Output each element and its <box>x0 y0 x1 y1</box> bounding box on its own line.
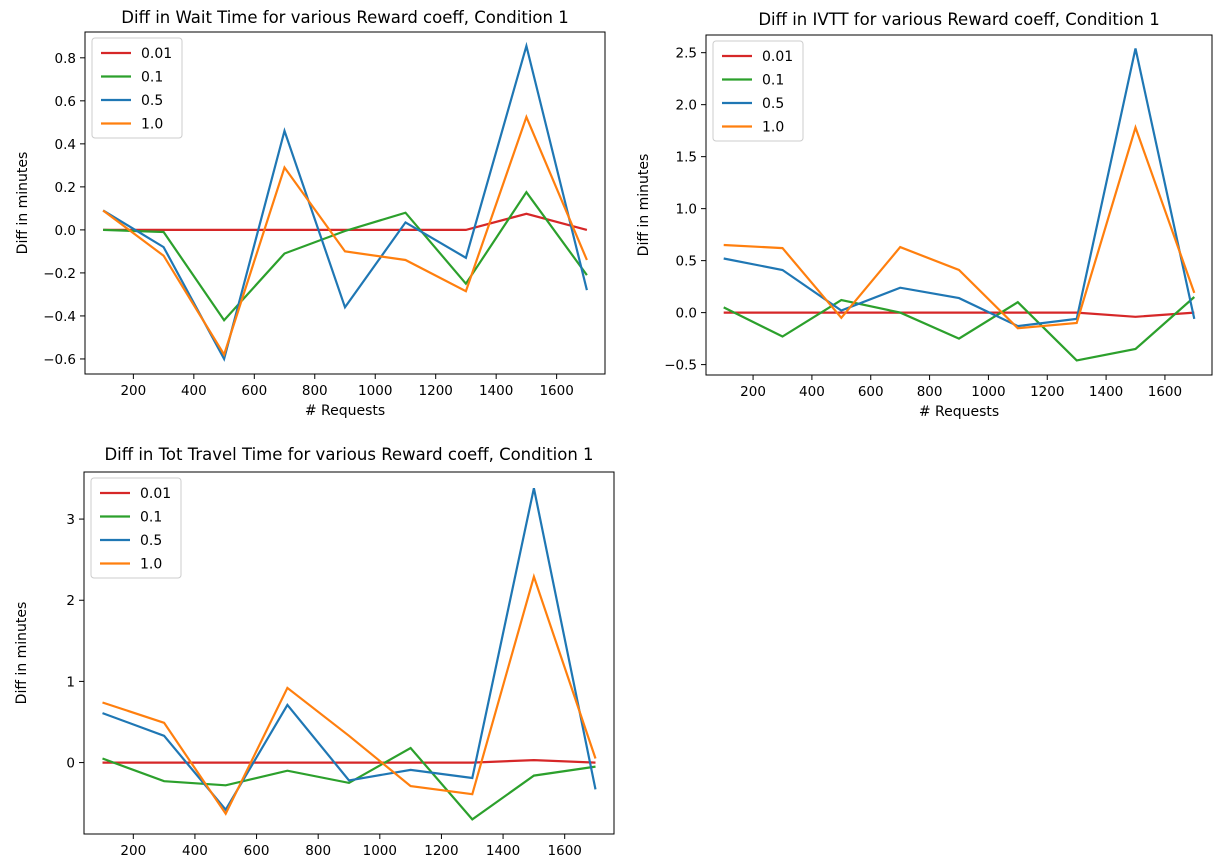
y-tick-label: 0.5 <box>676 254 697 270</box>
plot-frame <box>84 31 606 375</box>
x-tick-label: 400 <box>799 384 825 400</box>
wait-time-chart: Diff in Wait Time for various Reward coe… <box>15 8 606 419</box>
total-travel-time-chart: Diff in Tot Travel Time for various Rewa… <box>14 445 615 859</box>
legend-entry-label: 1.0 <box>140 557 162 573</box>
legend-box <box>712 40 804 142</box>
x-axis-label: # Requests <box>919 404 999 420</box>
chart-title: Diff in IVTT for various Reward coeff, C… <box>758 10 1159 29</box>
legend-box <box>91 37 183 139</box>
legend: 0.01 0.1 0.5 1.0 <box>90 477 182 579</box>
legend-entry-label: 0.01 <box>141 46 172 62</box>
series-line-0-1 <box>102 746 596 821</box>
series-line-0-01 <box>102 758 596 764</box>
legend-entry-label: 0.01 <box>762 49 793 65</box>
series-line-0-1 <box>723 296 1196 362</box>
x-tick-label: 800 <box>305 843 331 859</box>
y-tick-label: 1 <box>66 674 75 690</box>
plot-frame <box>83 471 615 835</box>
y-tick-label: −0.4 <box>43 309 76 325</box>
x-tick-label: 600 <box>244 843 270 859</box>
y-tick-label: 0.0 <box>676 306 697 322</box>
y-tick-label: 1.0 <box>676 202 697 218</box>
series-line-1-0 <box>102 572 597 816</box>
y-axis-label: Diff in minutes <box>636 154 652 257</box>
x-tick-label: 1200 <box>419 383 453 399</box>
series-line-0-01 <box>103 212 588 231</box>
legend-entry-label: 0.1 <box>762 73 784 89</box>
x-tick-label: 400 <box>181 383 207 399</box>
x-tick-label: 1000 <box>358 383 392 399</box>
x-tick-label: 1600 <box>1148 384 1182 400</box>
x-tick-label: 200 <box>740 384 766 400</box>
x-tick-label: 1000 <box>971 384 1005 400</box>
series-line-1-0 <box>102 113 588 358</box>
y-tick-label: 1.5 <box>676 150 697 166</box>
legend-entry-label: 0.1 <box>141 70 163 86</box>
legend: 0.01 0.1 0.5 1.0 <box>712 40 804 142</box>
x-tick-label: 600 <box>858 384 884 400</box>
y-tick-label: 0.2 <box>55 180 76 196</box>
x-tick-label: 1000 <box>363 843 397 859</box>
x-tick-label: 1400 <box>1089 384 1123 400</box>
x-tick-label: 1200 <box>424 843 458 859</box>
legend-entry-label: 0.5 <box>140 533 162 549</box>
x-tick-label: 200 <box>120 383 146 399</box>
y-tick-label: −0.2 <box>43 266 76 282</box>
series-line-0-5 <box>102 487 597 812</box>
x-tick-label: 600 <box>241 383 267 399</box>
x-tick-label: 1600 <box>548 843 582 859</box>
y-tick-label: 2.0 <box>676 98 697 114</box>
series-line-0-5 <box>102 41 588 362</box>
y-axis-label: Diff in minutes <box>15 152 31 255</box>
x-tick-label: 1400 <box>479 383 513 399</box>
x-tick-label: 1200 <box>1030 384 1064 400</box>
y-tick-label: 0.6 <box>55 94 76 110</box>
y-tick-label: 0 <box>66 756 75 772</box>
y-axis-label: Diff in minutes <box>14 602 30 705</box>
legend-entry-label: 1.0 <box>762 120 784 136</box>
legend-box <box>90 477 182 579</box>
x-tick-label: 1600 <box>539 383 573 399</box>
series-line-0-5 <box>723 48 1196 328</box>
x-tick-label: 800 <box>917 384 943 400</box>
x-axis-label: # Requests <box>305 403 385 419</box>
y-tick-label: 3 <box>66 512 75 528</box>
legend-entry-label: 0.5 <box>762 96 784 112</box>
plot-frame <box>705 34 1213 376</box>
x-tick-label: 800 <box>302 383 328 399</box>
x-tick-label: 200 <box>120 843 146 859</box>
y-tick-label: 0.0 <box>55 223 76 239</box>
chart-title: Diff in Wait Time for various Reward coe… <box>121 8 568 27</box>
legend-entry-label: 0.1 <box>140 510 162 526</box>
legend-entry-label: 0.01 <box>140 486 171 502</box>
y-tick-label: 0.8 <box>55 51 76 67</box>
series-line-0-1 <box>103 190 588 322</box>
legend-entry-label: 1.0 <box>141 117 163 133</box>
legend-entry-label: 0.5 <box>141 93 163 109</box>
chart-title: Diff in Tot Travel Time for various Rewa… <box>104 445 593 464</box>
series-line-0-01 <box>723 311 1195 318</box>
y-tick-label: −0.6 <box>43 352 76 368</box>
x-tick-label: 1400 <box>486 843 520 859</box>
ivtt-chart: Diff in IVTT for various Reward coeff, C… <box>636 10 1213 420</box>
legend: 0.01 0.1 0.5 1.0 <box>91 37 183 139</box>
x-tick-label: 400 <box>182 843 208 859</box>
y-tick-label: −0.5 <box>664 358 697 374</box>
y-tick-label: 0.4 <box>55 137 76 153</box>
series-line-1-0 <box>723 123 1196 330</box>
y-tick-label: 2.5 <box>676 46 697 62</box>
y-tick-label: 2 <box>66 593 75 609</box>
